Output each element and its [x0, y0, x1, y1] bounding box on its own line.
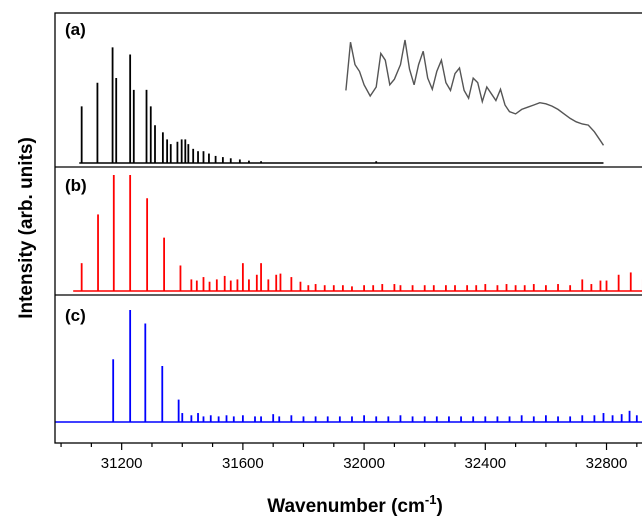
panel-label-c: (c) — [65, 306, 86, 325]
y-axis-label: Intensity (arb. units) — [16, 137, 37, 319]
panel-label-a: (a) — [65, 20, 86, 39]
x-tick-label: 31600 — [222, 455, 264, 472]
plot-frame — [54, 12, 642, 444]
panel-b — [73, 175, 642, 292]
panel-c — [55, 310, 642, 423]
x-tick-label: 32800 — [586, 455, 628, 472]
inset-trace — [345, 39, 605, 146]
x-axis-label: Wavenumber (cm-1) — [267, 492, 443, 517]
x-tick-label: 32400 — [464, 455, 506, 472]
x-axis: 31200 31600 32000 32400 32800 — [60, 443, 638, 472]
x-tick-label: 31200 — [101, 455, 143, 472]
x-tick-label: 32000 — [343, 455, 385, 472]
x-axis-label-main: Wavenumber (cm — [267, 496, 425, 517]
panel-a — [79, 39, 605, 164]
x-axis-label-sup: -1 — [425, 492, 437, 507]
panel-label-b: (b) — [65, 176, 87, 195]
x-axis-label-end: ) — [436, 496, 442, 517]
